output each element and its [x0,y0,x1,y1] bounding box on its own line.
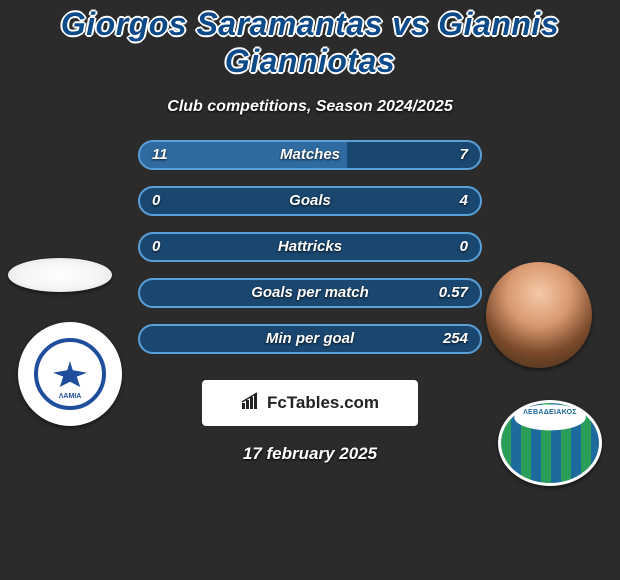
brand-text: FcTables.com [267,393,379,413]
player-photo-right [486,262,592,368]
player-photo-left [8,258,112,292]
bar-chart-icon [241,392,263,415]
subtitle: Club competitions, Season 2024/2025 [0,98,620,116]
stat-value-right: 254 [443,326,468,352]
stat-bars: 11 Matches 7 0 Goals 4 0 Hattricks 0 Goa… [138,140,482,370]
club-logo-left: ΛΑΜΙΑ [18,322,122,426]
stat-row: Min per goal 254 [138,324,482,354]
stat-label: Goals per match [140,280,480,306]
stat-row: 11 Matches 7 [138,140,482,170]
page-title: Giorgos Saramantas vs Giannis Gianniotas [0,0,620,80]
stat-label: Hattricks [140,234,480,260]
stat-label: Goals [140,188,480,214]
stat-value-right: 0.57 [439,280,468,306]
stat-value-right: 7 [460,142,468,168]
ship-icon [53,361,87,387]
stat-value-right: 4 [460,188,468,214]
club-logo-left-inner: ΛΑΜΙΑ [34,338,106,410]
club-logo-right: ΛΕΒΑΔΕΙΑΚΟΣ [498,400,602,486]
stat-row: Goals per match 0.57 [138,278,482,308]
brand-box: FcTables.com [202,380,418,426]
stat-row: 0 Goals 4 [138,186,482,216]
club-logo-right-text: ΛΕΒΑΔΕΙΑΚΟΣ [501,409,599,416]
stat-label: Min per goal [140,326,480,352]
club-logo-left-text: ΛΑΜΙΑ [59,393,82,400]
stat-value-right: 0 [460,234,468,260]
stats-area: ΛΑΜΙΑ ΛΕΒΑΔΕΙΑΚΟΣ 11 Matches 7 0 Goals 4… [0,140,620,370]
stat-label: Matches [140,142,480,168]
stat-row: 0 Hattricks 0 [138,232,482,262]
